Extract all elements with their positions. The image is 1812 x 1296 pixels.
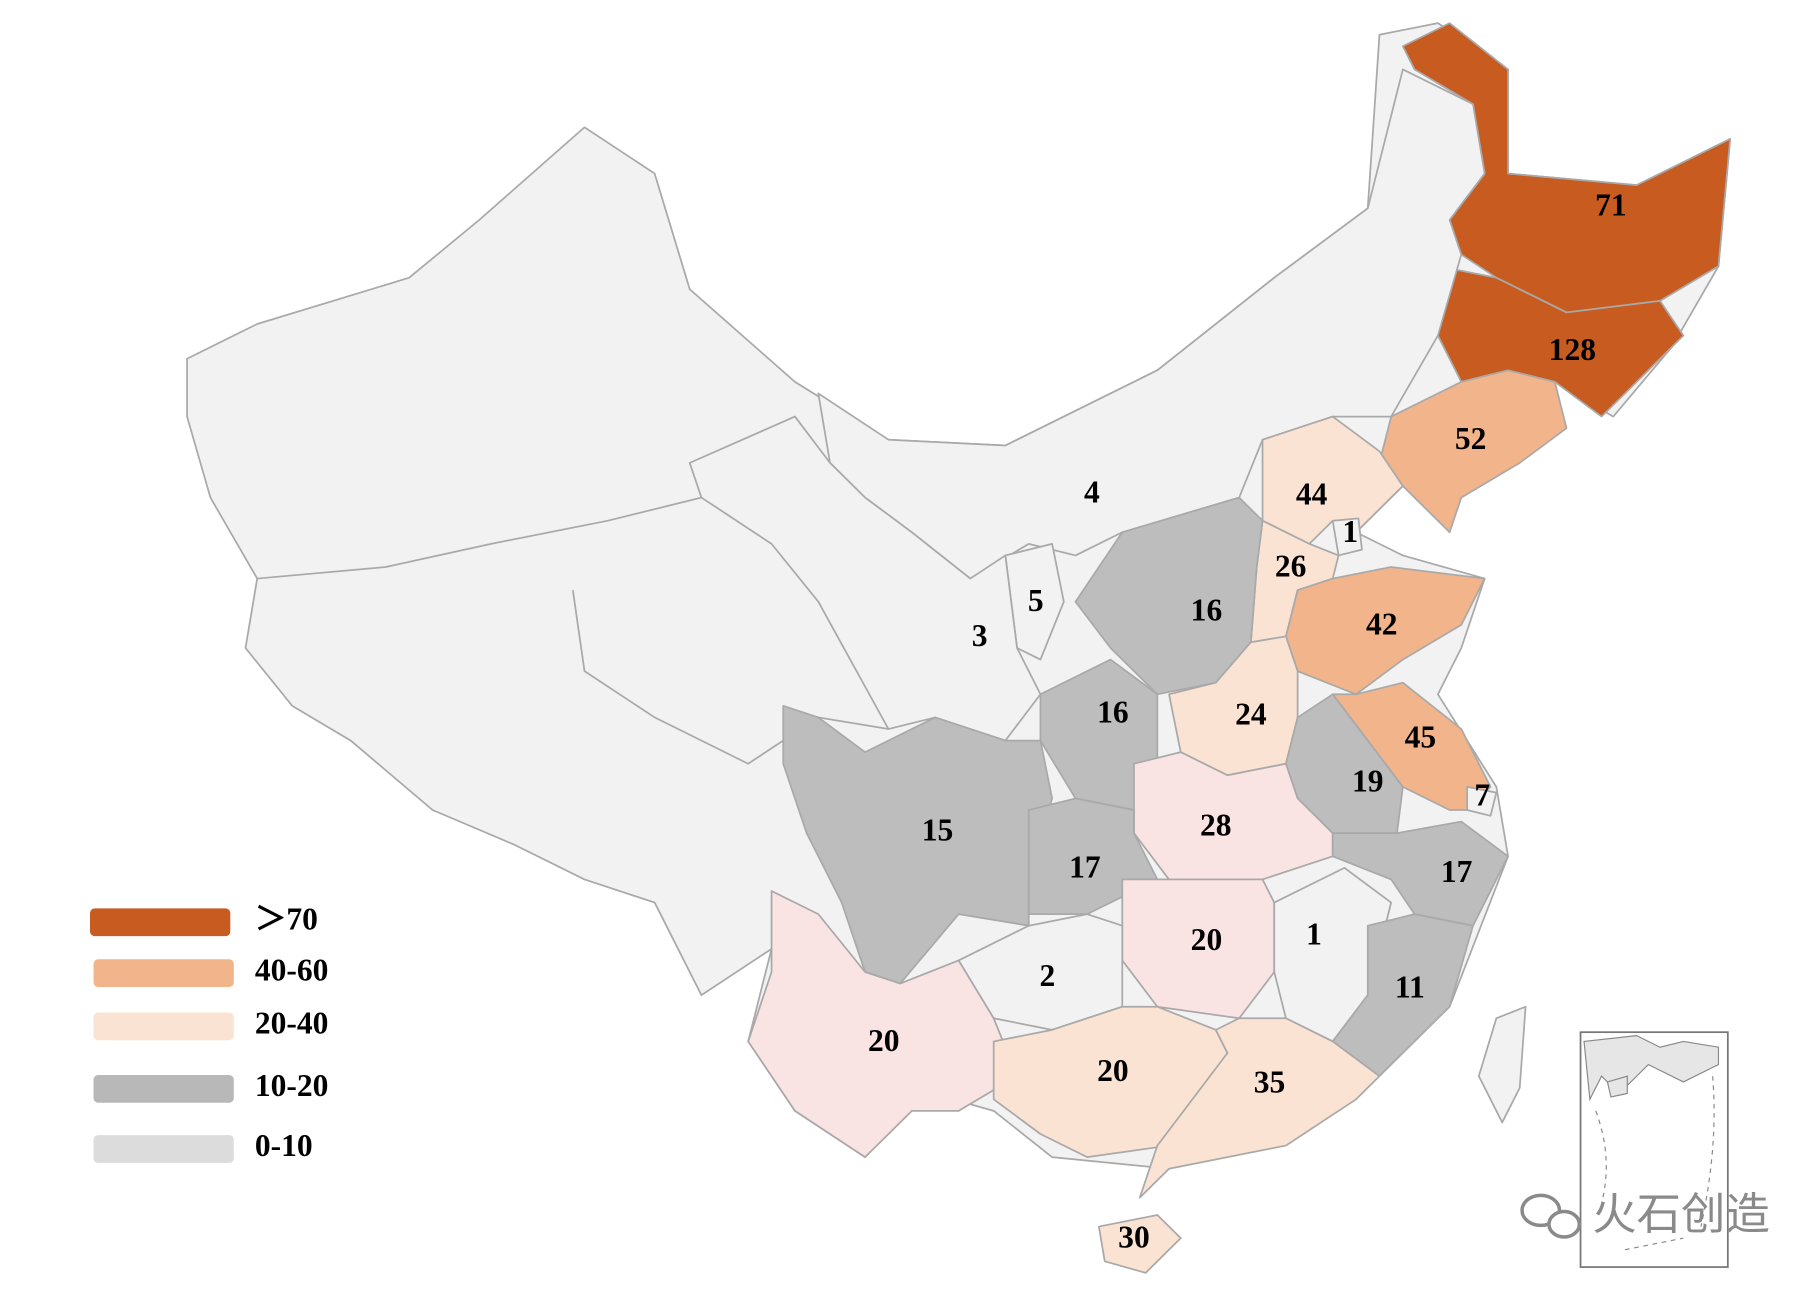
region bbox=[1331, 913, 1474, 1078]
region-value: 15 bbox=[922, 812, 954, 847]
legend-label: 0-10 bbox=[255, 1128, 313, 1163]
region bbox=[1466, 785, 1498, 817]
region-value: 7 bbox=[1474, 778, 1490, 813]
region-value: 1 bbox=[1342, 514, 1358, 549]
watermark-text: 火石创造 bbox=[1592, 1189, 1770, 1240]
region bbox=[1437, 265, 1685, 418]
region-value: 30 bbox=[1118, 1220, 1150, 1255]
region-value: 45 bbox=[1405, 720, 1437, 755]
legend-label: 20-40 bbox=[255, 1006, 329, 1041]
region-value: 16 bbox=[1191, 593, 1223, 628]
region-value: 44 bbox=[1296, 477, 1328, 512]
legend-swatch bbox=[93, 1074, 234, 1103]
region-value: 52 bbox=[1455, 421, 1487, 456]
legend-swatch bbox=[93, 1135, 234, 1163]
region-value: 42 bbox=[1366, 606, 1398, 641]
watermark: 火石创造 bbox=[1520, 1189, 1770, 1240]
region-value: 35 bbox=[1254, 1065, 1286, 1100]
legend-swatch bbox=[93, 1012, 234, 1041]
region-value: 1 bbox=[1306, 917, 1322, 952]
region-value: 128 bbox=[1549, 332, 1596, 367]
legend-label: 10-20 bbox=[255, 1068, 329, 1103]
region bbox=[1331, 517, 1363, 557]
region bbox=[1138, 1017, 1381, 1199]
region bbox=[747, 890, 1018, 1159]
region-value: 2 bbox=[1040, 958, 1056, 993]
island bbox=[1477, 1005, 1527, 1124]
region bbox=[957, 913, 1124, 1031]
watermark-icon bbox=[1547, 1209, 1582, 1239]
region-value: 19 bbox=[1352, 764, 1384, 799]
region bbox=[1098, 1214, 1182, 1274]
legend-label: 40-60 bbox=[255, 952, 329, 987]
region-value: 11 bbox=[1395, 970, 1425, 1005]
inset-map bbox=[1579, 1031, 1729, 1268]
legend: ＞70 40-60 20-40 10-20 0-10 bbox=[90, 902, 329, 1163]
region-value: 5 bbox=[1028, 583, 1044, 618]
legend-swatch bbox=[90, 908, 231, 937]
region-value: 3 bbox=[972, 618, 988, 653]
legend-swatch bbox=[93, 959, 234, 988]
region-value: 28 bbox=[1200, 808, 1232, 843]
region-value: 71 bbox=[1595, 188, 1627, 223]
region-value: 24 bbox=[1235, 697, 1267, 732]
legend-label: ＞70 bbox=[255, 902, 318, 937]
region-value: 20 bbox=[868, 1023, 900, 1058]
region-value: 20 bbox=[1191, 922, 1223, 957]
region-value: 20 bbox=[1097, 1053, 1129, 1088]
regions bbox=[688, 22, 1732, 1274]
inset-boundary bbox=[1595, 1076, 1715, 1251]
region bbox=[688, 415, 1042, 742]
inset-island bbox=[1606, 1075, 1628, 1098]
region-value: 16 bbox=[1097, 694, 1129, 729]
region-value: 17 bbox=[1441, 854, 1473, 889]
region-value: 17 bbox=[1069, 849, 1101, 884]
region-value: 4 bbox=[1084, 475, 1100, 510]
border bbox=[571, 590, 889, 765]
region-value: 26 bbox=[1275, 549, 1307, 584]
